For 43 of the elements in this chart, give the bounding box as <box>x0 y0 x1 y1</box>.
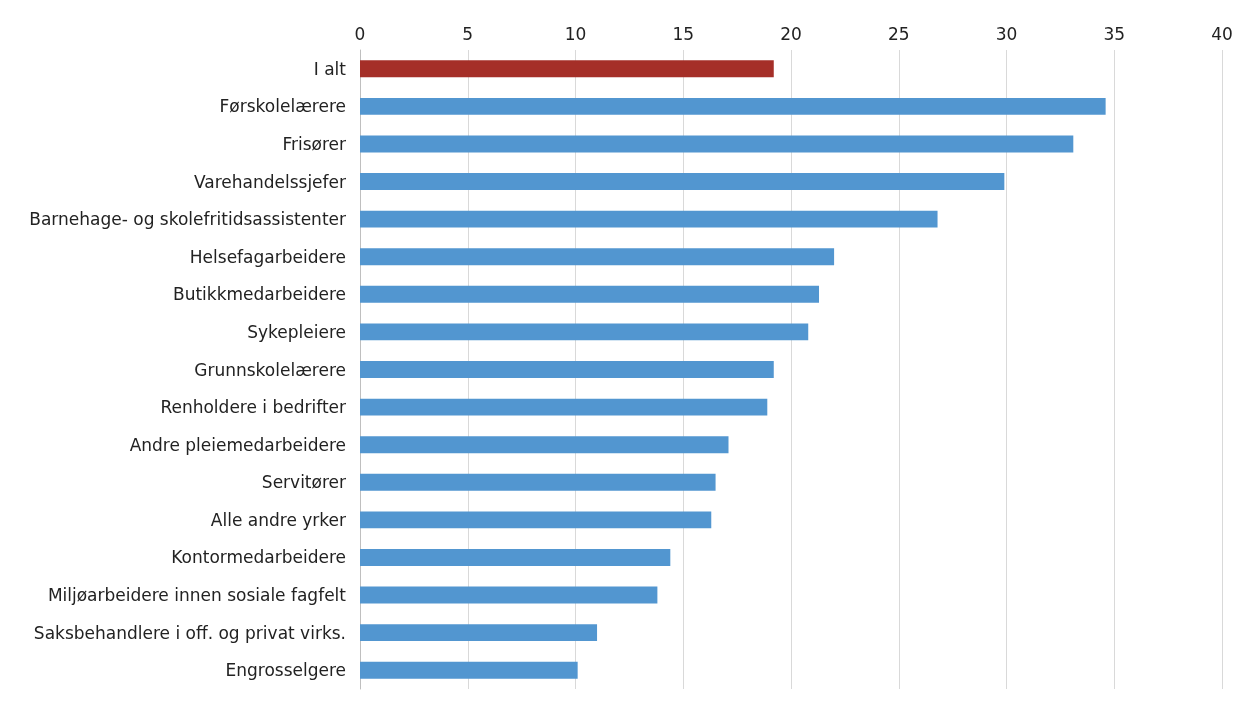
bar <box>360 97 1106 115</box>
bar <box>360 210 938 228</box>
y-tick-label: Saksbehandlere i off. og privat virks. <box>33 622 346 643</box>
x-tick-label: 10 <box>564 23 587 44</box>
x-tick-label: 30 <box>995 23 1018 44</box>
x-tick-label: 15 <box>672 23 695 44</box>
y-tick-label: Kontormedarbeidere <box>171 547 346 568</box>
y-tick-label: I alt <box>313 58 347 79</box>
bar <box>360 661 578 679</box>
bar <box>360 586 658 604</box>
bar <box>360 248 835 266</box>
y-tick-label: Førskolelærere <box>219 96 346 117</box>
bar <box>360 361 774 378</box>
x-tick-label: 5 <box>462 23 474 44</box>
y-tick-label: Barnehage- og skolefritidsassistenter <box>29 209 347 230</box>
bar <box>360 60 774 78</box>
bar <box>360 436 729 454</box>
y-tick-label: Sykepleiere <box>247 321 346 342</box>
bar <box>360 323 809 341</box>
y-tick-label: Helsefagarbeidere <box>189 246 346 267</box>
bar <box>360 624 598 642</box>
y-tick-label: Alle andre yrker <box>210 509 347 530</box>
bar <box>360 473 716 491</box>
x-tick-label: 20 <box>780 23 802 44</box>
y-tick-label: Miljøarbeidere innen sosiale fagfelt <box>47 585 347 606</box>
y-tick-label: Frisører <box>282 133 347 154</box>
x-tick-label: 0 <box>354 23 366 44</box>
bar <box>360 398 768 416</box>
y-tick-label: Butikkmedarbeidere <box>172 284 346 305</box>
bar <box>360 548 671 566</box>
bar <box>360 511 712 529</box>
x-tick-label: 25 <box>887 23 910 44</box>
y-tick-label: Engrosselgere <box>225 660 346 681</box>
y-tick-label: Servitører <box>261 472 347 493</box>
y-tick-label: Varehandelssjefer <box>193 171 346 192</box>
bar <box>360 135 1074 153</box>
x-tick-label: 35 <box>1103 23 1126 44</box>
bar <box>360 173 1005 191</box>
y-tick-label: Renholdere i bedrifter <box>160 397 347 418</box>
bar <box>360 285 820 303</box>
y-tick-label: Grunnskolelærere <box>194 359 346 380</box>
x-tick-label: 40 <box>1211 23 1233 44</box>
y-tick-label: Andre pleiemedarbeidere <box>129 434 346 455</box>
